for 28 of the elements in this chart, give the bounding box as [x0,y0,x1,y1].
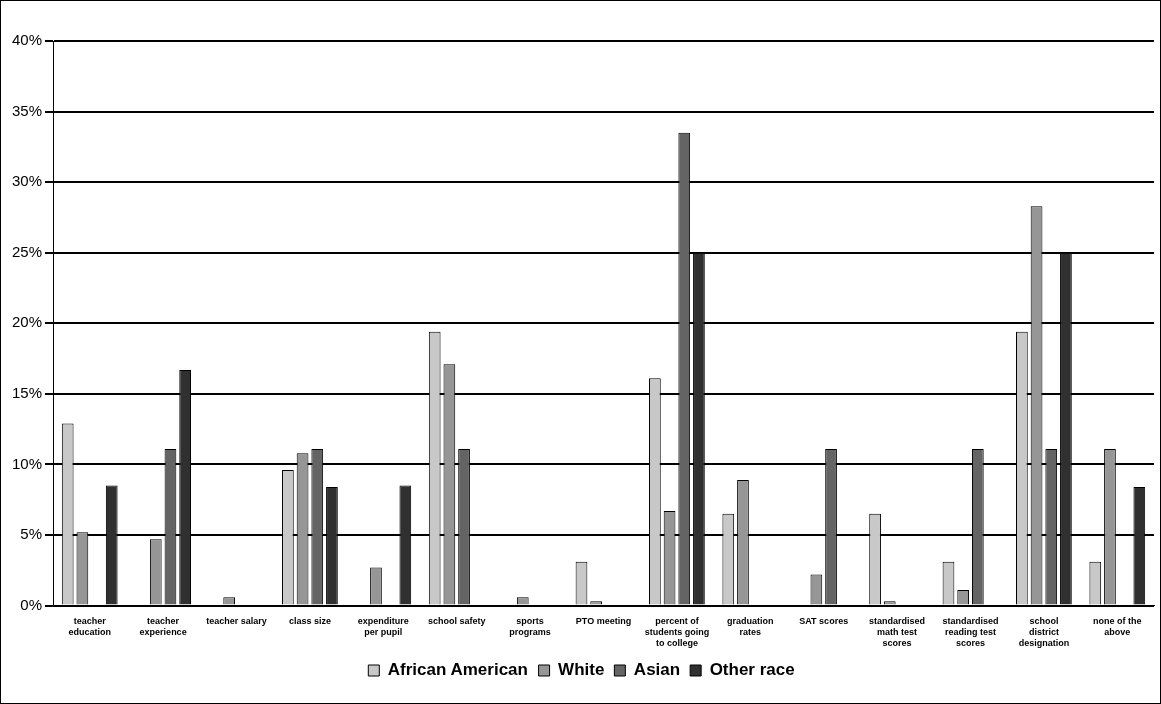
x-tick-label: sports programs [509,616,551,638]
y-tick-label: 25% [11,242,43,260]
y-tick-label: 20% [11,313,43,331]
x-tick-label: expenditure per pupil [357,616,409,638]
x-tick-label: percent of students going to college [644,616,710,649]
legend-label: Other race [709,660,795,680]
x-tick-label: PTO meeting [575,616,632,627]
y-tick-label: 40% [11,31,43,49]
x-tick-label: standardised reading test scores [942,616,999,649]
x-tick-label: school safety [427,616,486,627]
x-tick-label: school district designation [1018,616,1070,649]
x-tick-label: standardised math test scores [869,616,926,649]
x-tick-label: teacher experience [139,616,187,638]
x-tick-label: teacher salary [206,616,267,627]
legend-label: White [558,660,605,680]
y-tick-label: 15% [11,384,43,402]
legend-label: African American [387,660,528,680]
y-tick-label: 10% [11,454,43,472]
y-tick-label: 0% [20,595,43,613]
x-tick-label: class size [288,616,331,627]
y-tick-label: 30% [11,172,43,190]
y-tick-label: 35% [11,101,43,119]
x-tick-label: teacher education [68,616,111,638]
x-tick-label: SAT scores [799,616,849,627]
y-tick-label: 5% [20,525,43,543]
x-tick-label: graduation rates [727,616,774,638]
x-tick-label: none of the above [1093,616,1142,638]
legend-label: Asian [633,660,681,680]
